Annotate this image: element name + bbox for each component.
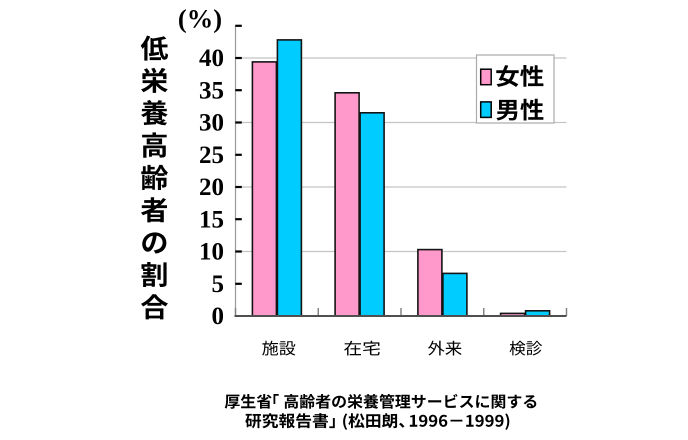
svg-text:15: 15 <box>199 206 224 233</box>
svg-text:0: 0 <box>212 303 225 330</box>
svg-text:(%): (%) <box>178 4 222 34</box>
svg-text:35: 35 <box>199 78 224 105</box>
svg-text:30: 30 <box>199 110 224 137</box>
svg-text:40: 40 <box>199 45 224 72</box>
svg-text:5: 5 <box>212 271 225 298</box>
svg-text:20: 20 <box>199 174 224 201</box>
svg-text:10: 10 <box>199 239 224 266</box>
svg-text:25: 25 <box>199 142 224 169</box>
